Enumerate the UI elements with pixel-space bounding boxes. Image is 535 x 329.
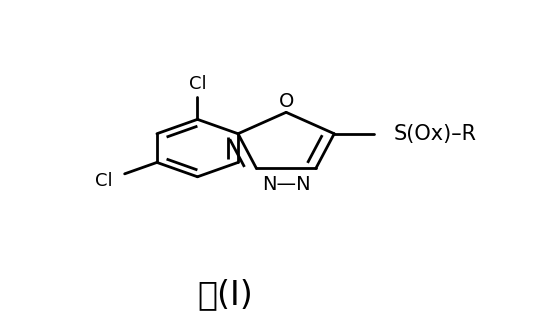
Text: Cl: Cl [189, 75, 207, 93]
Text: Cl: Cl [95, 172, 113, 190]
Text: O: O [278, 92, 294, 111]
Text: 式(I): 式(I) [197, 278, 253, 312]
Text: N—N: N—N [262, 174, 310, 193]
Text: S(Ox)–R: S(Ox)–R [394, 124, 477, 144]
